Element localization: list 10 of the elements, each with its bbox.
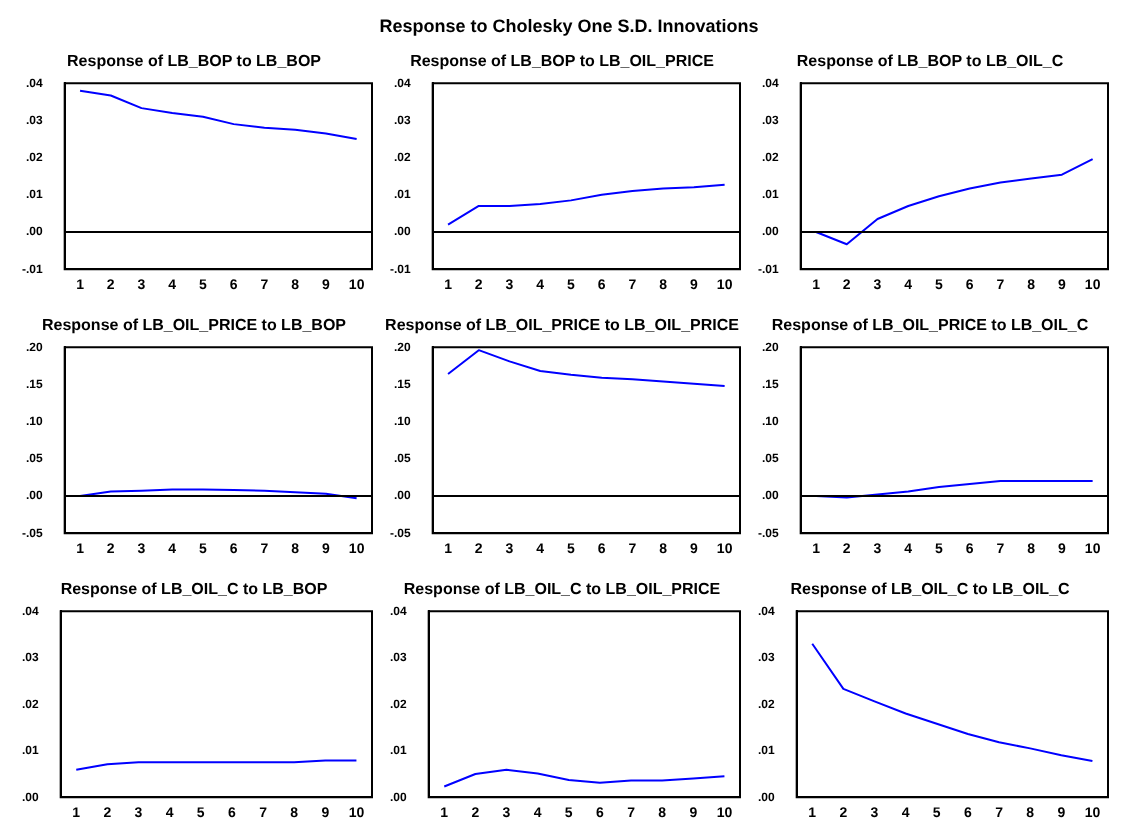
chart-title: Response of LB_OIL_PRICE to LB_OIL_C [771, 316, 1089, 335]
chart-title: Response of LB_OIL_C to LB_OIL_PRICE [403, 580, 722, 599]
chart-title: Response of LB_BOP to LB_OIL_PRICE [410, 52, 716, 71]
chart-title: Response of LB_BOP to LB_OIL_C [796, 52, 1064, 71]
chart-title: Response of LB_OIL_C to LB_BOP [60, 580, 329, 599]
chart-title: Response of LB_OIL_C to LB_OIL_C [790, 580, 1071, 599]
text: Response to Cholesky One S.D. Innovations [377, 16, 761, 40]
chart-title: Response of LB_OIL_PRICE to LB_BOP [41, 316, 348, 335]
chart-title: Response of LB_OIL_PRICE to LB_OIL_PRICE [385, 316, 741, 335]
chart-title: Response of LB_BOP to LB_BOP [67, 52, 323, 71]
